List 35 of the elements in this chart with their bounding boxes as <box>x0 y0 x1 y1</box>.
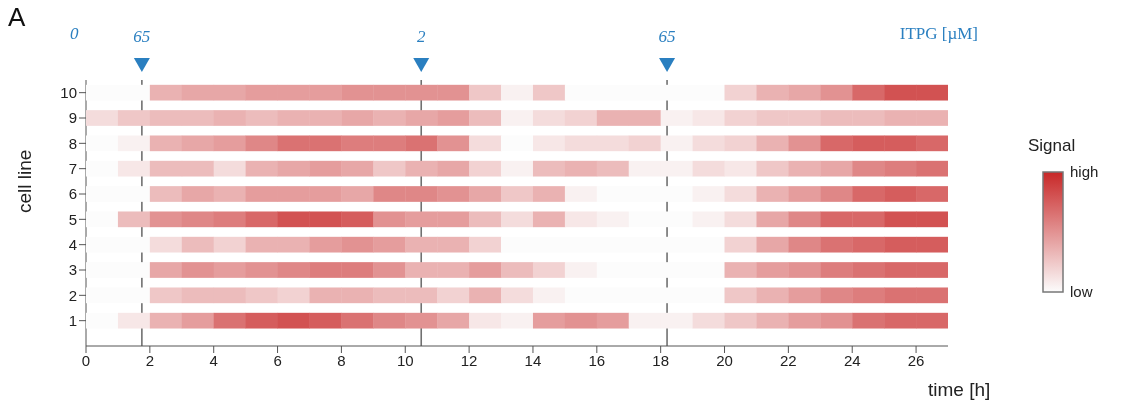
y-axis-title: cell line <box>13 149 35 213</box>
y-tick-label: 1 <box>68 311 77 329</box>
y-tick-label: 3 <box>68 261 77 279</box>
x-tick-label: 20 <box>716 351 733 369</box>
text: 0 <box>70 24 79 44</box>
x-axis-title: time [h] <box>928 379 991 400</box>
x-tick-label: 18 <box>652 351 670 369</box>
x-tick-label: 0 <box>81 351 91 369</box>
x-tick-label: 12 <box>460 351 478 369</box>
y-tick-label: 2 <box>68 286 77 304</box>
y-tick-label: 6 <box>68 185 77 203</box>
text: 65 <box>658 27 676 46</box>
x-tick-label: 26 <box>907 351 925 369</box>
x-tick-label: 22 <box>780 351 797 369</box>
color-bar-label: high <box>1070 162 1099 180</box>
x-tick-label: 14 <box>524 351 542 369</box>
text: ITPG [µM] <box>899 24 978 44</box>
color-bar-title: Signal <box>1028 136 1077 156</box>
x-tick-label: 6 <box>273 351 282 369</box>
y-tick-label: 5 <box>68 210 77 228</box>
chart-title: A <box>8 2 26 33</box>
x-tick-label: 2 <box>145 351 155 369</box>
y-tick-label: 10 <box>60 83 77 101</box>
text: 65 <box>133 27 151 46</box>
x-tick-label: 4 <box>209 351 218 369</box>
x-tick-label: 10 <box>396 351 414 369</box>
y-tick-label: 7 <box>68 159 77 177</box>
y-tick-label: 9 <box>68 109 77 127</box>
text: 2 <box>416 27 426 46</box>
y-tick-label: 4 <box>68 235 77 253</box>
y-tick-label: 8 <box>68 134 77 152</box>
x-tick-label: 16 <box>588 351 606 369</box>
color-bar-label: low <box>1070 282 1093 300</box>
x-tick-label: 24 <box>843 351 861 369</box>
x-tick-label: 8 <box>337 351 346 369</box>
